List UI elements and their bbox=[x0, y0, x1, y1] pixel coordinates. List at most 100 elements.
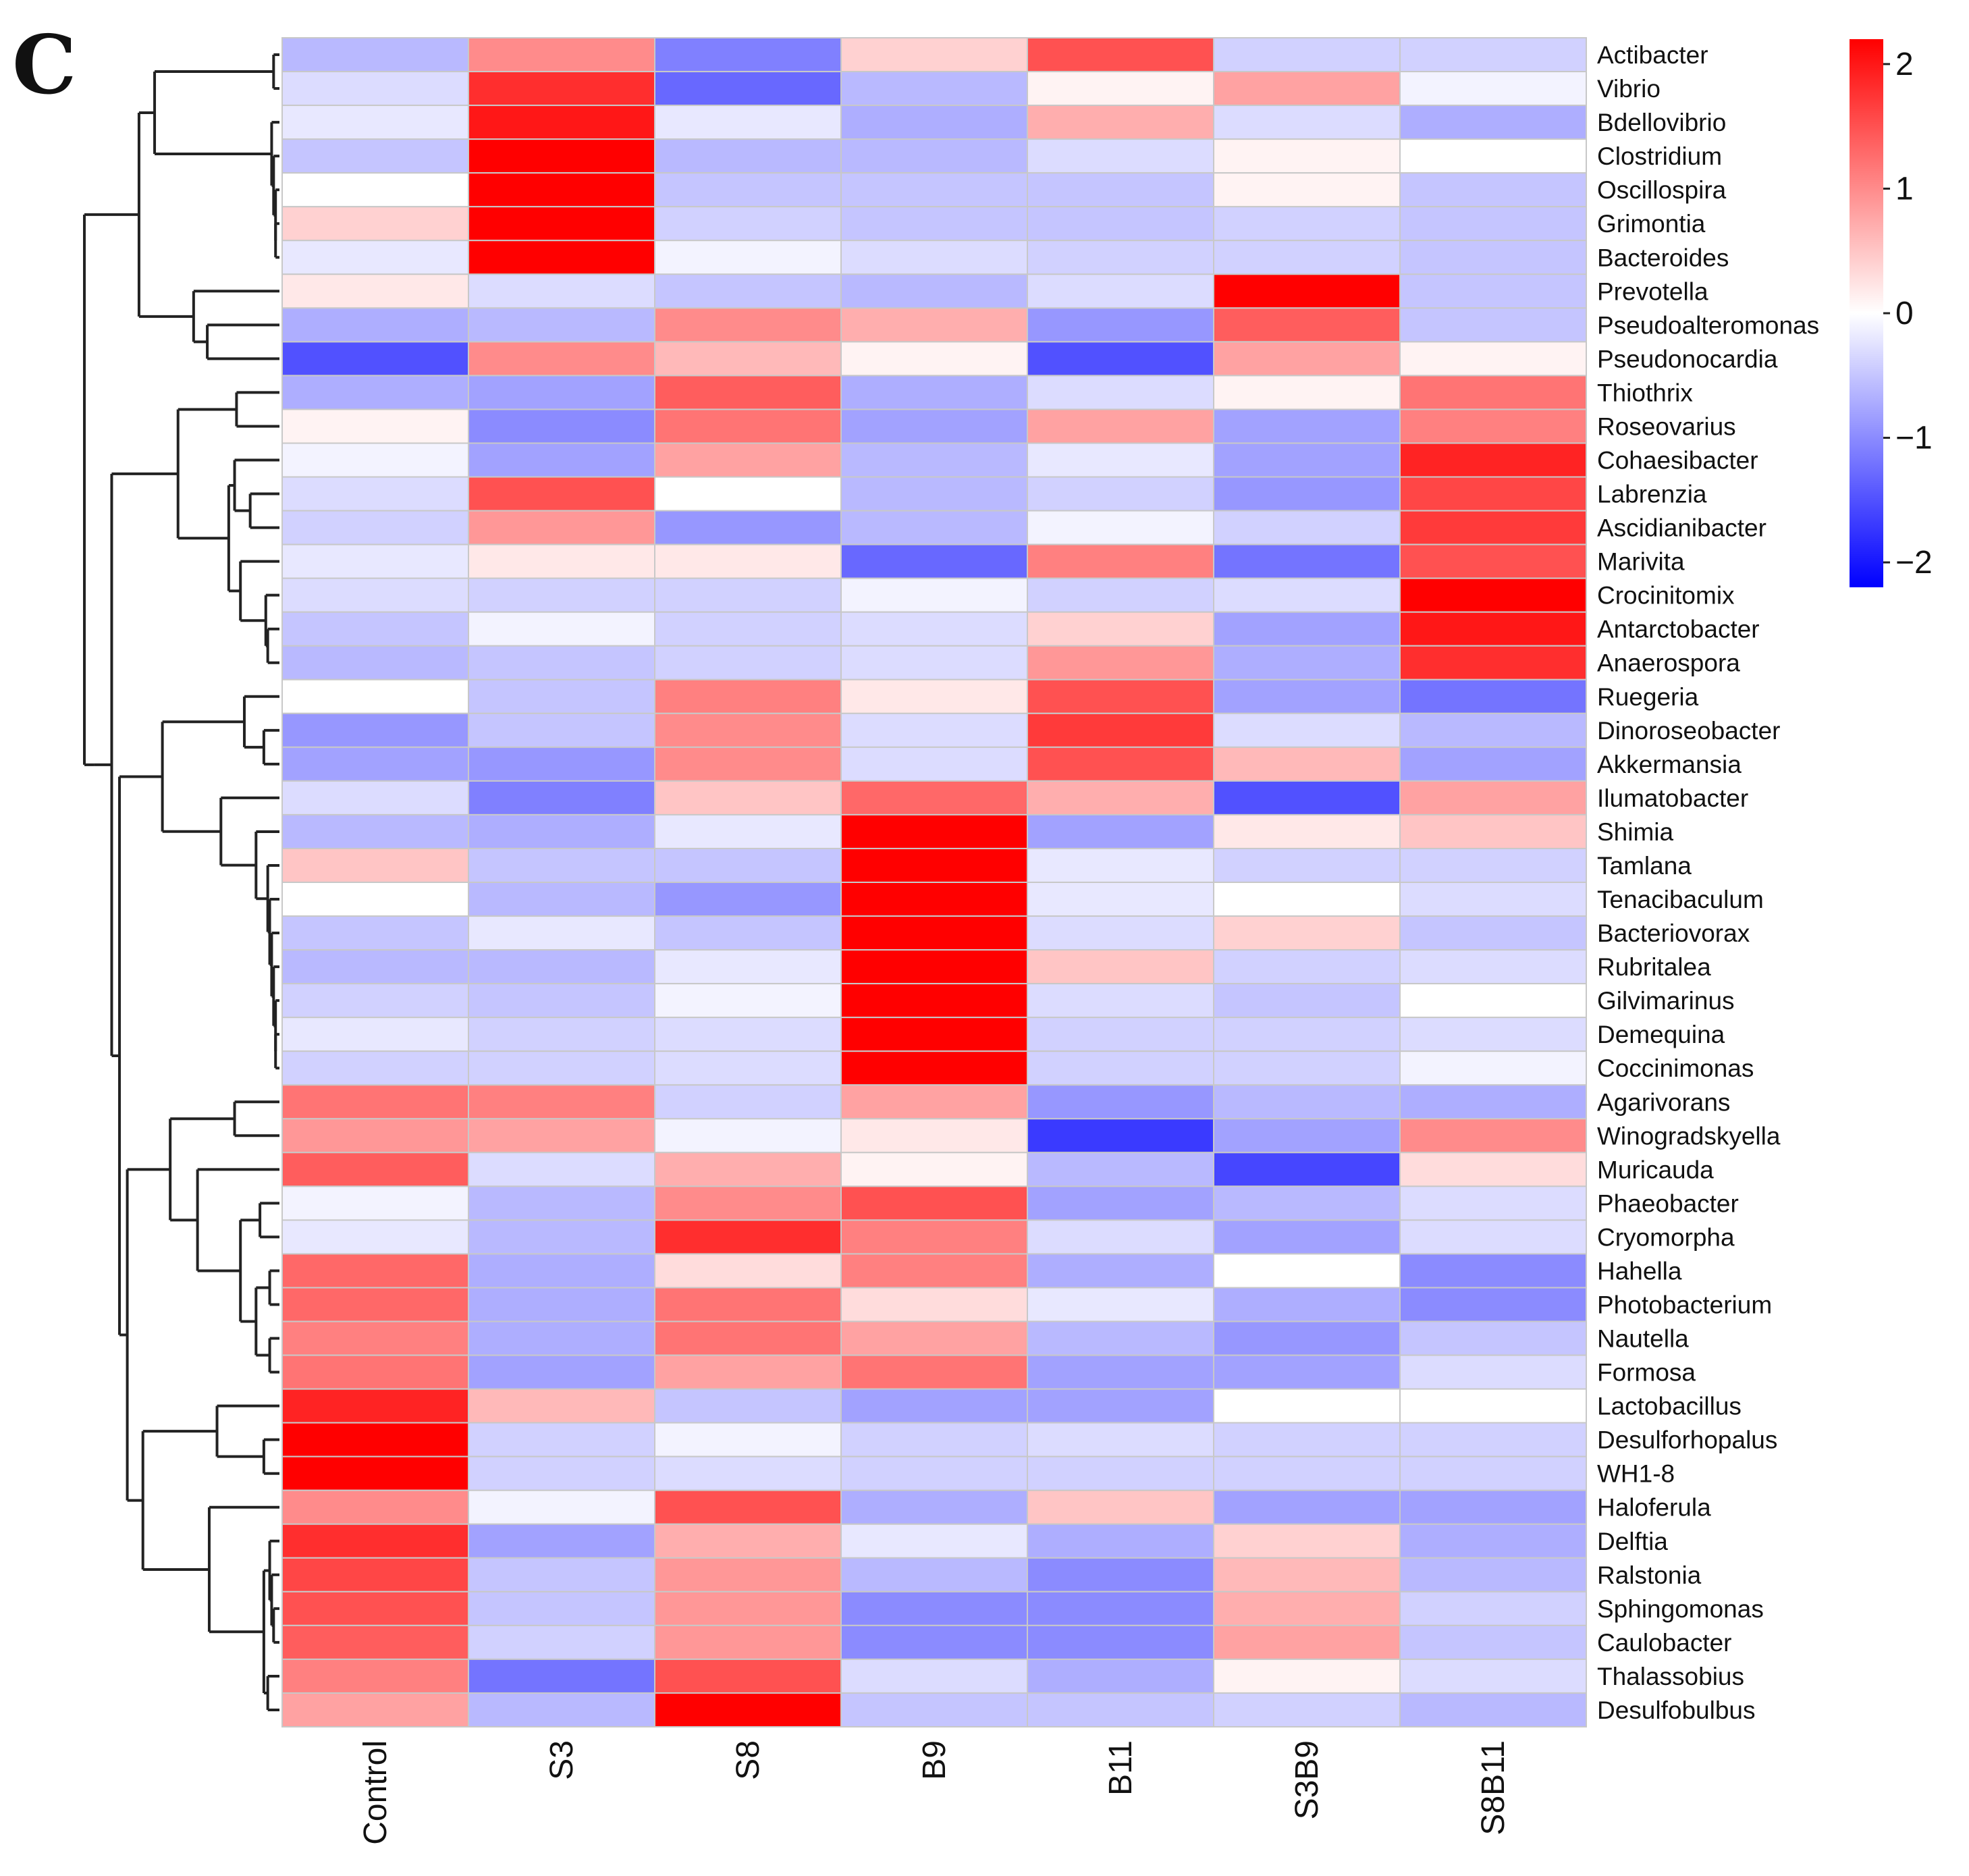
heatmap-cell bbox=[1027, 1050, 1214, 1086]
heatmap-cell bbox=[1399, 1489, 1587, 1525]
color-scale-legend: 2 1 0 −1 −2 bbox=[1850, 39, 1933, 587]
heatmap-cell bbox=[1027, 138, 1214, 174]
heatmap-cell bbox=[1399, 543, 1587, 579]
heatmap-cell bbox=[468, 577, 655, 613]
heatmap-cell bbox=[840, 1590, 1028, 1626]
heatmap-cell bbox=[468, 611, 655, 647]
heatmap-cell bbox=[654, 1455, 842, 1491]
heatmap-cell bbox=[1213, 1185, 1401, 1221]
heatmap-cell bbox=[654, 172, 842, 208]
heatmap-cell bbox=[468, 1320, 655, 1356]
row-label: Delftia bbox=[1597, 1528, 1668, 1555]
heatmap-cell bbox=[654, 678, 842, 714]
heatmap-cell bbox=[840, 813, 1028, 849]
heatmap-cell bbox=[1399, 172, 1587, 208]
heatmap-cell bbox=[654, 1489, 842, 1525]
heatmap-cell bbox=[1027, 442, 1214, 478]
heatmap-cell bbox=[1213, 1253, 1401, 1289]
column-label: Control bbox=[358, 1740, 394, 1845]
heatmap-cell bbox=[1213, 611, 1401, 647]
heatmap-cell bbox=[468, 847, 655, 883]
heatmap-cell bbox=[1213, 138, 1401, 174]
heatmap-cell bbox=[468, 341, 655, 377]
heatmap-cell bbox=[1213, 1455, 1401, 1491]
row-label: Clostridium bbox=[1597, 142, 1722, 170]
row-label: Formosa bbox=[1597, 1359, 1696, 1387]
panel-label: C bbox=[12, 18, 77, 113]
row-label: Labrenzia bbox=[1597, 481, 1707, 508]
heatmap-cell bbox=[468, 1523, 655, 1559]
heatmap-cell bbox=[654, 206, 842, 242]
heatmap-cell bbox=[1399, 341, 1587, 377]
heatmap-cell bbox=[1213, 1658, 1401, 1694]
heatmap-cell bbox=[654, 1624, 842, 1660]
heatmap-cell bbox=[840, 746, 1028, 782]
heatmap-cell bbox=[468, 1084, 655, 1120]
heatmap-cell bbox=[281, 1320, 469, 1356]
heatmap-cell bbox=[281, 1455, 469, 1491]
heatmap-cell bbox=[1399, 510, 1587, 545]
heatmap-cell bbox=[468, 1017, 655, 1052]
row-label: Photobacterium bbox=[1597, 1291, 1772, 1319]
heatmap-cell bbox=[1399, 882, 1587, 917]
heatmap-cell bbox=[1399, 1523, 1587, 1559]
heatmap-cell bbox=[840, 1152, 1028, 1187]
row-label: Akkermansia bbox=[1597, 751, 1742, 778]
row-labels: Actibacter Vibrio Bdellovibrio Clostridium O… bbox=[1597, 41, 1819, 1724]
heatmap-cell bbox=[840, 1354, 1028, 1390]
heatmap-cell bbox=[1027, 813, 1214, 849]
heatmap-cell bbox=[1399, 1118, 1587, 1154]
row-label: Ralstonia bbox=[1597, 1561, 1702, 1589]
heatmap-cell bbox=[281, 408, 469, 444]
heatmap-cell bbox=[1027, 1523, 1214, 1559]
heatmap-cell bbox=[1213, 1354, 1401, 1390]
row-label: Antarctobacter bbox=[1597, 616, 1760, 643]
heatmap-cell bbox=[281, 780, 469, 815]
heatmap-cell bbox=[840, 1624, 1028, 1660]
heatmap-cell bbox=[1213, 307, 1401, 343]
heatmap-cell bbox=[840, 206, 1028, 242]
heatmap-cell bbox=[1399, 37, 1587, 73]
heatmap-cell bbox=[654, 1523, 842, 1559]
heatmap-cell bbox=[468, 1590, 655, 1626]
heatmap-cell bbox=[1213, 1050, 1401, 1086]
row-label: Agarivorans bbox=[1597, 1088, 1730, 1116]
row-label: Oscillospira bbox=[1597, 176, 1727, 204]
heatmap-cell bbox=[840, 611, 1028, 647]
heatmap-cell bbox=[281, 1422, 469, 1457]
heatmap-cell bbox=[468, 71, 655, 107]
heatmap-cell bbox=[654, 510, 842, 545]
heatmap-cell bbox=[1027, 476, 1214, 512]
heatmap-cell bbox=[840, 240, 1028, 275]
heatmap-cell bbox=[1213, 780, 1401, 815]
heatmap-cell bbox=[281, 37, 469, 73]
heatmap-cell bbox=[1027, 1388, 1214, 1424]
heatmap-cell bbox=[1027, 71, 1214, 107]
heatmap-cell bbox=[654, 240, 842, 275]
heatmap-cell bbox=[654, 813, 842, 849]
heatmap-cell bbox=[840, 915, 1028, 951]
heatmap-cell bbox=[1027, 1658, 1214, 1694]
heatmap-cell bbox=[1399, 1388, 1587, 1424]
heatmap-cell bbox=[281, 577, 469, 613]
heatmap-cell bbox=[468, 408, 655, 444]
row-label: Nautella bbox=[1597, 1325, 1689, 1353]
heatmap-cell bbox=[468, 543, 655, 579]
heatmap-cell bbox=[1027, 611, 1214, 647]
heatmap-cell bbox=[654, 611, 842, 647]
heatmap-cell bbox=[1399, 1084, 1587, 1120]
heatmap-cell bbox=[654, 476, 842, 512]
heatmap-cell bbox=[1399, 138, 1587, 174]
heatmap-cell bbox=[1027, 172, 1214, 208]
heatmap-cell bbox=[1399, 1692, 1587, 1727]
row-label: Prevotella bbox=[1597, 277, 1708, 305]
row-label: Actibacter bbox=[1597, 41, 1708, 69]
heatmap-cell bbox=[1027, 1489, 1214, 1525]
heatmap-cell bbox=[1027, 882, 1214, 917]
heatmap-cell bbox=[468, 510, 655, 545]
heatmap-cell bbox=[840, 712, 1028, 748]
heatmap-cell bbox=[654, 1152, 842, 1187]
heatmap-cell bbox=[281, 1219, 469, 1255]
heatmap-cell bbox=[1399, 712, 1587, 748]
heatmap-cell bbox=[840, 577, 1028, 613]
